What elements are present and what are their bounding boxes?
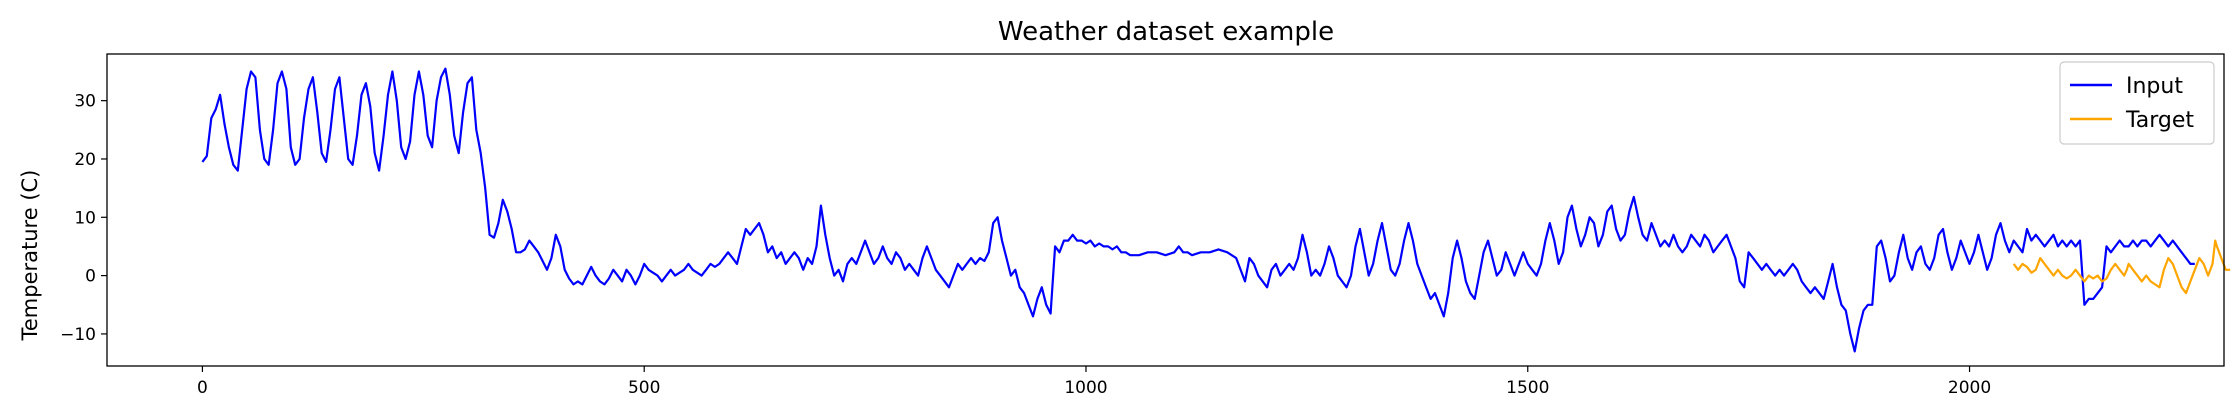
y-tick-label: 20 bbox=[74, 150, 96, 170]
y-axis: −10 0 10 20 30 bbox=[60, 92, 107, 345]
x-tick-label: 0 bbox=[197, 378, 208, 398]
chart-title: Weather dataset example bbox=[998, 17, 1334, 47]
x-axis: 0 500 1000 1500 2000 bbox=[197, 366, 1991, 398]
y-tick-label: 0 bbox=[85, 267, 96, 287]
y-tick-label: −10 bbox=[60, 325, 96, 345]
y-axis-title: Temperature (C) bbox=[18, 170, 42, 342]
axes-frame bbox=[106, 53, 2225, 367]
legend-box bbox=[2059, 61, 2215, 145]
y-tick-label: 10 bbox=[74, 208, 96, 228]
series-line-input bbox=[201, 67, 2195, 353]
y-tick-label: 30 bbox=[74, 92, 96, 112]
legend-label-input: Input bbox=[2126, 74, 2183, 99]
x-tick-label: 1000 bbox=[1064, 378, 1107, 398]
legend: Input Target bbox=[2059, 61, 2215, 145]
plot-area bbox=[201, 67, 2231, 353]
x-tick-label: 1500 bbox=[1506, 378, 1549, 398]
x-tick-label: 2000 bbox=[1948, 378, 1991, 398]
series-line-target bbox=[2012, 239, 2231, 295]
x-tick-label: 500 bbox=[628, 378, 660, 398]
legend-label-target: Target bbox=[2125, 108, 2194, 133]
